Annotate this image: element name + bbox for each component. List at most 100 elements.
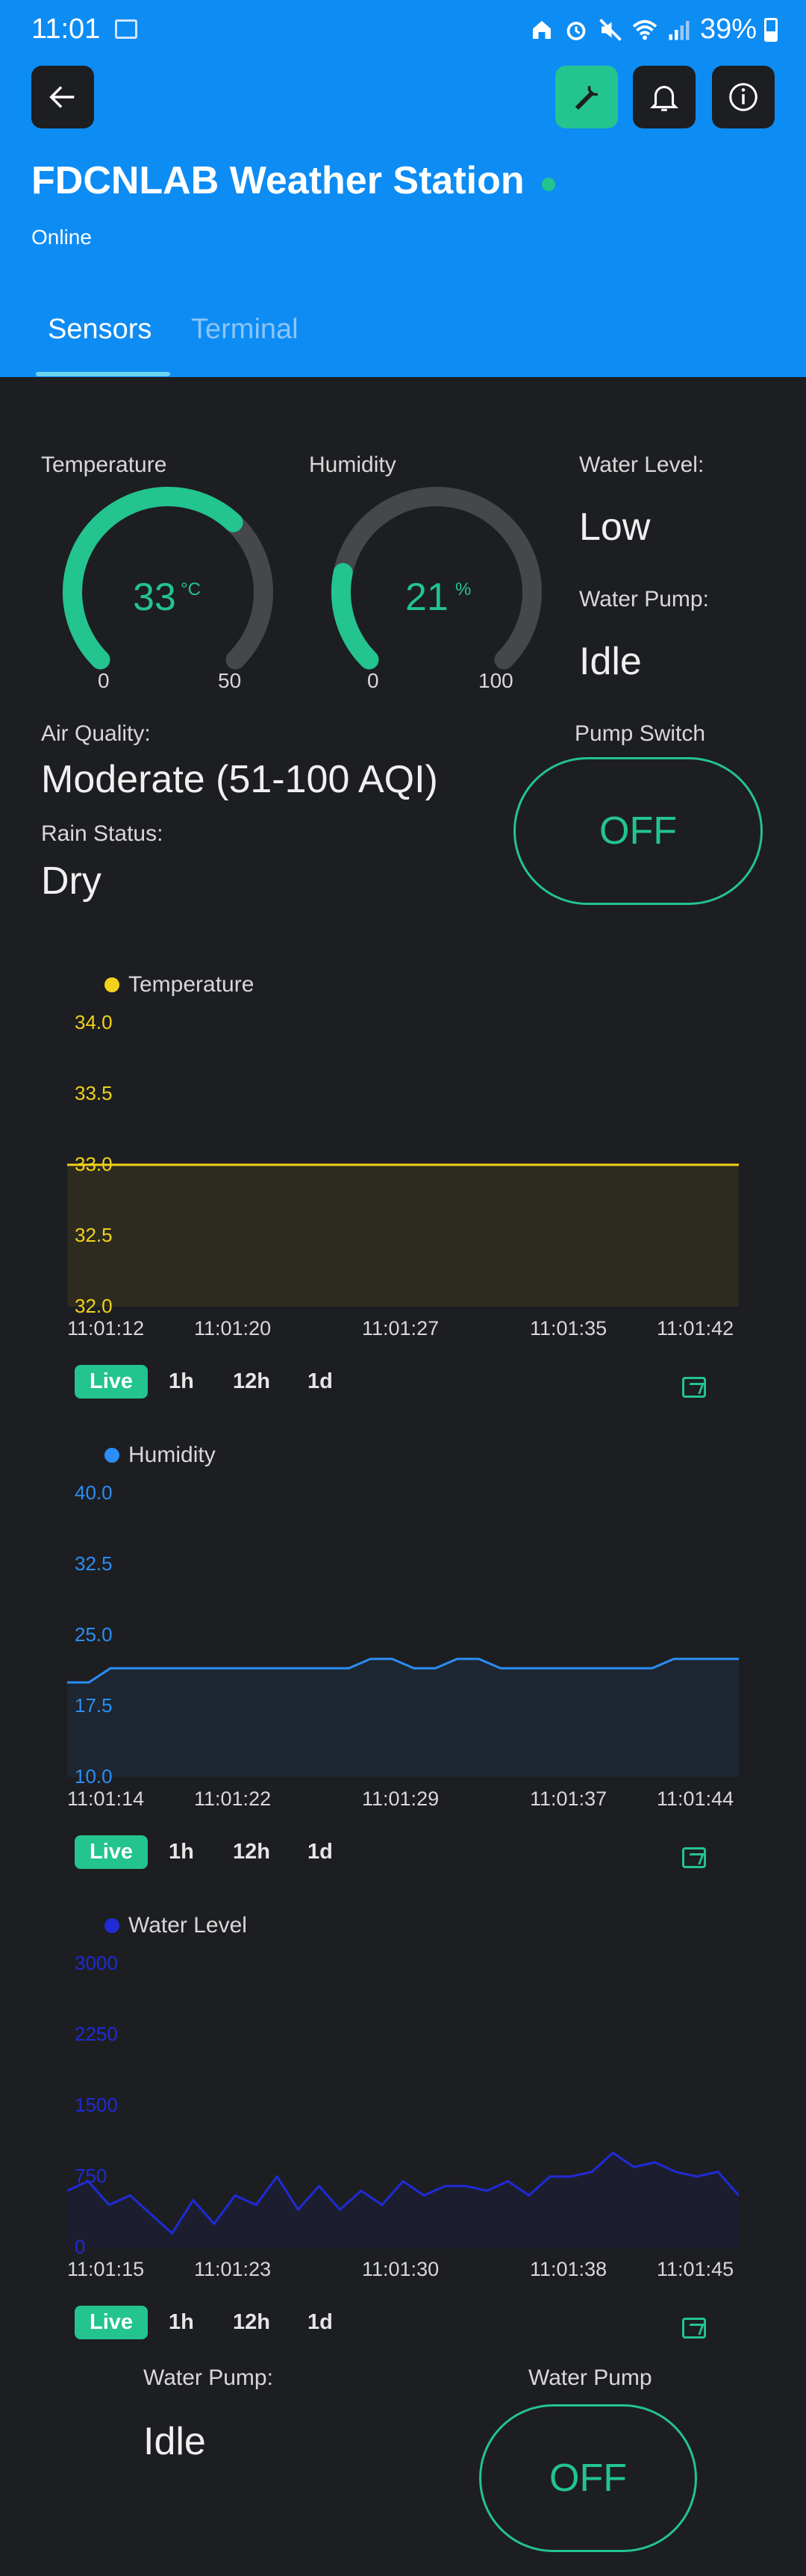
signal-icon — [669, 20, 690, 40]
x-tick-label: 11:01:30 — [362, 2258, 440, 2280]
humidity-gauge-fill — [331, 563, 379, 670]
temperature-max: 50 — [218, 669, 242, 692]
water-level-label: Water Level: — [579, 452, 705, 477]
x-tick-label: 11:01:12 — [67, 1317, 145, 1340]
info-icon — [729, 83, 757, 111]
temperature-value: 33 — [133, 576, 176, 619]
battery-icon — [764, 17, 778, 42]
legend-label: Temperature — [128, 972, 254, 997]
device-title: FDCNLAB Weather Station — [31, 159, 525, 202]
wifi-icon — [632, 19, 657, 40]
pump-switch-button[interactable]: OFF — [513, 757, 763, 905]
device-status: Online — [31, 225, 92, 249]
y-tick-label: 17.5 — [75, 1694, 113, 1717]
rain-status-value: Dry — [41, 859, 101, 903]
range-1d-temperature[interactable]: 1d — [307, 1369, 333, 1393]
range-live-water-level[interactable]: Live — [75, 2306, 149, 2339]
range-1d-water-level[interactable]: 1d — [307, 2310, 333, 2334]
bell-icon — [649, 86, 679, 111]
tab-sensors[interactable]: Sensors — [48, 314, 152, 345]
legend-dot — [104, 1448, 119, 1463]
chart-legend-water-level: Water Level — [104, 1913, 247, 1938]
water-pump-value: Idle — [579, 640, 642, 683]
x-tick-label: 11:01:22 — [194, 1788, 272, 1810]
humidity-gauge — [331, 487, 542, 670]
series-area — [67, 1165, 739, 1307]
image-notification-icon — [115, 19, 137, 39]
y-tick-label: 0 — [75, 2236, 86, 2258]
range-12h-water-level[interactable]: 12h — [233, 2310, 270, 2334]
y-tick-label: 33.0 — [75, 1153, 113, 1175]
x-tick-label: 11:01:15 — [67, 2258, 145, 2280]
range-live-humidity[interactable]: Live — [75, 1835, 149, 1869]
y-tick-label: 2250 — [75, 2023, 118, 2045]
legend-dot — [104, 1918, 119, 1933]
bottom-pump-switch-label: Water Pump — [528, 2365, 652, 2390]
humidity-label: Humidity — [309, 452, 396, 477]
x-tick-label: 11:01:44 — [657, 1788, 734, 1810]
range-1h-humidity[interactable]: 1h — [169, 1840, 194, 1864]
water-level-value: Low — [579, 505, 651, 549]
mute-icon — [599, 18, 622, 41]
wrench-icon — [575, 85, 599, 111]
chart-legend-temperature: Temperature — [104, 972, 254, 998]
y-tick-label: 32.0 — [75, 1295, 113, 1317]
tab-terminal[interactable]: Terminal — [191, 314, 299, 345]
status-icons: 39% — [528, 13, 778, 46]
temperature-label: Temperature — [41, 452, 167, 477]
settings-wrench-button[interactable] — [555, 66, 618, 128]
online-status-dot — [542, 178, 555, 191]
y-tick-label: 32.5 — [75, 1224, 113, 1246]
range-1d-humidity[interactable]: 1d — [307, 1840, 333, 1864]
humidity-value: 21 — [405, 576, 449, 619]
info-button[interactable] — [712, 66, 775, 128]
x-tick-label: 11:01:23 — [194, 2258, 272, 2280]
expand-chart-icon[interactable] — [682, 2318, 706, 2339]
series-area — [67, 1658, 739, 1777]
range-12h-humidity[interactable]: 12h — [233, 1840, 270, 1864]
y-tick-label: 32.5 — [75, 1552, 113, 1575]
legend-label: Humidity — [128, 1443, 216, 1467]
bottom-water-pump-value: Idle — [143, 2420, 206, 2463]
temperature-unit: °C — [181, 579, 201, 600]
app-header: 11:01 39% FDCNLAB Weather Station Online… — [0, 0, 806, 377]
air-quality-value: Moderate (51-100 AQI) — [41, 758, 438, 801]
range-live-temperature[interactable]: Live — [75, 1365, 149, 1399]
x-tick-label: 11:01:20 — [194, 1317, 272, 1340]
y-tick-label: 750 — [75, 2165, 107, 2187]
bottom-pump-switch-button[interactable]: OFF — [479, 2404, 697, 2552]
legend-dot — [104, 977, 119, 992]
humidity-chart — [67, 1658, 739, 1777]
y-tick-label: 1500 — [75, 2094, 118, 2116]
range-12h-temperature[interactable]: 12h — [233, 1369, 270, 1393]
back-button[interactable] — [31, 66, 94, 128]
rain-status-label: Rain Status: — [41, 821, 163, 846]
y-tick-label: 3000 — [75, 1952, 118, 1974]
pump-switch-label: Pump Switch — [575, 721, 706, 746]
notifications-button[interactable] — [633, 66, 696, 128]
expand-chart-icon[interactable] — [682, 1377, 706, 1398]
y-tick-label: 33.5 — [75, 1082, 113, 1104]
x-tick-label: 11:01:45 — [657, 2258, 734, 2280]
status-time: 11:01 — [31, 13, 101, 45]
y-tick-label: 40.0 — [75, 1481, 113, 1504]
humidity-min: 0 — [367, 669, 379, 692]
active-tab-indicator — [36, 372, 170, 376]
temperature-min: 0 — [98, 669, 110, 692]
temperature-gauge — [63, 487, 273, 670]
series-line — [67, 1658, 739, 1684]
status-bar: 11:01 39% — [31, 13, 778, 46]
x-tick-label: 11:01:38 — [530, 2258, 607, 2280]
range-1h-temperature[interactable]: 1h — [169, 1369, 194, 1393]
y-tick-label: 34.0 — [75, 1011, 113, 1033]
legend-label: Water Level — [128, 1913, 247, 1938]
x-tick-label: 11:01:27 — [362, 1317, 440, 1340]
x-tick-label: 11:01:37 — [530, 1788, 607, 1810]
x-tick-label: 11:01:14 — [67, 1788, 145, 1810]
water-pump-label: Water Pump: — [579, 587, 709, 612]
range-1h-water-level[interactable]: 1h — [169, 2310, 194, 2334]
expand-chart-icon[interactable] — [682, 1847, 706, 1868]
series-area — [67, 2153, 739, 2247]
alarm-icon — [566, 21, 586, 40]
bottom-water-pump-label: Water Pump: — [143, 2365, 273, 2390]
